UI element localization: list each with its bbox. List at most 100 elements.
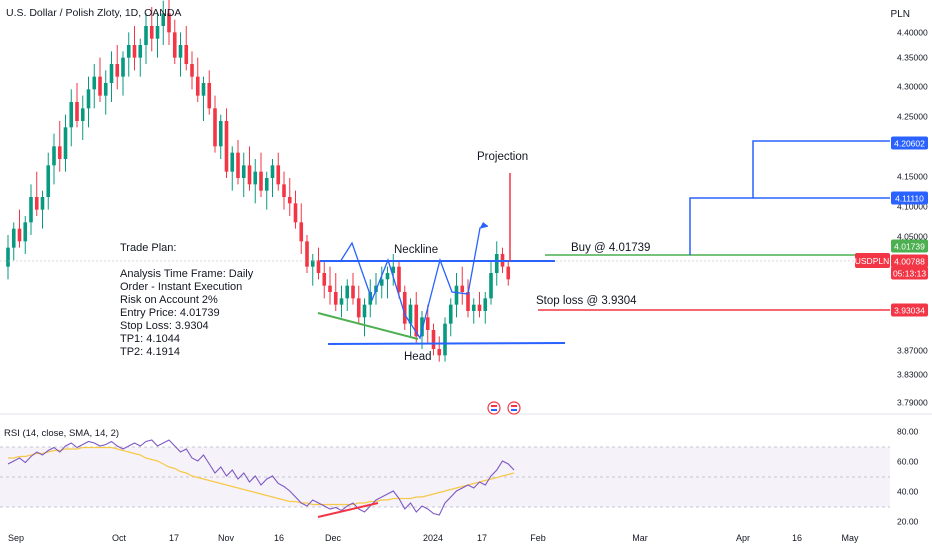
price-tick-label: 3.79000 xyxy=(897,398,928,408)
time-axis-label: Nov xyxy=(218,533,235,543)
zigzag-pattern xyxy=(339,225,489,340)
price-marker-label: 3.93034 xyxy=(894,305,925,315)
calendar-event-icon-stripe xyxy=(511,409,517,411)
candle-body xyxy=(75,102,79,121)
candle-body xyxy=(155,26,160,39)
candle-body xyxy=(230,152,235,172)
candle-body xyxy=(305,241,309,267)
price-marker-box xyxy=(891,254,928,268)
candle-body xyxy=(218,121,223,147)
trade-plan-line: TP1: 4.1044 xyxy=(120,333,180,345)
candle-body xyxy=(29,197,33,223)
candle-body xyxy=(368,292,373,305)
candle-body xyxy=(397,266,401,292)
price-tick-label: 4.35000 xyxy=(897,53,928,63)
time-axis-label: 16 xyxy=(274,533,284,543)
trade-plan-line: TP2: 4.1914 xyxy=(120,346,180,358)
candle-body xyxy=(115,64,120,77)
candle-body xyxy=(345,285,350,299)
candle-body xyxy=(477,304,482,311)
candle-body xyxy=(454,285,459,305)
calendar-event-icon-stripe xyxy=(491,405,497,407)
candle-body xyxy=(489,273,493,299)
candle-body xyxy=(11,228,16,248)
symbol-marker-box xyxy=(855,253,890,268)
rsi-tick-label: 40.00 xyxy=(897,487,919,497)
neckline-label: Neckline xyxy=(394,244,438,256)
rsi-label: RSI (14, close, SMA, 14, 2) xyxy=(4,428,119,439)
candle-body xyxy=(241,165,246,178)
time-axis-label: 2024 xyxy=(423,533,443,543)
candle-body xyxy=(270,165,275,178)
rsi-tick-label: 20.00 xyxy=(897,517,919,527)
trade-plan-line: Order - Instant Execution xyxy=(120,281,242,293)
time-axis-label: Dec xyxy=(325,533,342,543)
candle-body xyxy=(86,89,91,109)
price-tick-label: 4.15000 xyxy=(897,172,928,182)
candle-body xyxy=(333,292,338,305)
candle-body xyxy=(494,254,499,273)
price-marker-label: 4.11110 xyxy=(895,193,924,203)
candle-body xyxy=(195,76,200,96)
candle-body xyxy=(172,32,177,58)
candle-body xyxy=(408,304,413,324)
time-axis-label: 17 xyxy=(477,533,487,543)
candle-body xyxy=(121,57,125,77)
candle-body xyxy=(184,45,189,64)
price-marker-box xyxy=(891,266,928,280)
candle-body xyxy=(322,273,327,286)
candle-body xyxy=(69,102,74,128)
candle-body xyxy=(282,184,286,197)
candle-body xyxy=(351,285,355,299)
candle-body xyxy=(276,165,281,185)
candle-body xyxy=(506,266,511,280)
candle-body xyxy=(224,121,229,172)
price-marker-label: 4.01739 xyxy=(894,241,925,251)
time-axis-label: 17 xyxy=(169,533,179,543)
price-marker-box xyxy=(891,191,928,205)
candle-body xyxy=(46,165,51,197)
rsi-divergence-line xyxy=(317,502,379,518)
candle-body xyxy=(52,146,56,166)
price-marker-box xyxy=(891,303,928,317)
green-trendline xyxy=(317,312,419,340)
candle-body xyxy=(293,203,298,223)
candle-body xyxy=(391,266,396,273)
candle-body xyxy=(40,197,45,210)
trade-plan-line: Trade Plan: xyxy=(120,242,176,254)
candle-body xyxy=(287,197,292,204)
candle-body xyxy=(402,292,407,324)
candle-body xyxy=(264,178,269,191)
calendar-event-icon-stripe xyxy=(491,409,497,411)
candle-body xyxy=(103,83,108,96)
time-axis-label: Mar xyxy=(632,533,648,543)
rsi-tick-label: 80.00 xyxy=(897,427,919,437)
candle-body xyxy=(236,152,240,178)
price-marker-box xyxy=(891,136,928,150)
candle-body xyxy=(385,273,390,280)
candle-body xyxy=(448,304,453,324)
candle-body xyxy=(138,45,143,58)
price-marker-label: 05:13:13 xyxy=(893,268,926,278)
candle-body xyxy=(6,247,10,267)
candle-body xyxy=(63,127,68,159)
candle-body xyxy=(167,13,171,33)
price-marker-label: 4.00788 xyxy=(894,256,925,266)
rsi-tick-label: 60.00 xyxy=(897,457,919,467)
price-tick-label: 4.40000 xyxy=(897,28,928,38)
rsi-sma-line xyxy=(8,446,515,506)
candle-body xyxy=(483,298,488,311)
price-tick-label: 4.30000 xyxy=(897,82,928,92)
price-tick-label: 3.83000 xyxy=(897,370,928,380)
price-tick-label: 4.10000 xyxy=(897,202,928,212)
candle-body xyxy=(98,76,102,96)
candle-body xyxy=(34,197,39,210)
head-base-line xyxy=(327,342,566,345)
candle-body xyxy=(259,171,263,191)
candle-body xyxy=(92,76,97,90)
symbol-title[interactable]: U.S. Dollar / Polish Zloty, 1D, OANDA xyxy=(6,7,182,19)
projection-label: Projection xyxy=(477,151,528,163)
candle-body xyxy=(425,317,430,330)
